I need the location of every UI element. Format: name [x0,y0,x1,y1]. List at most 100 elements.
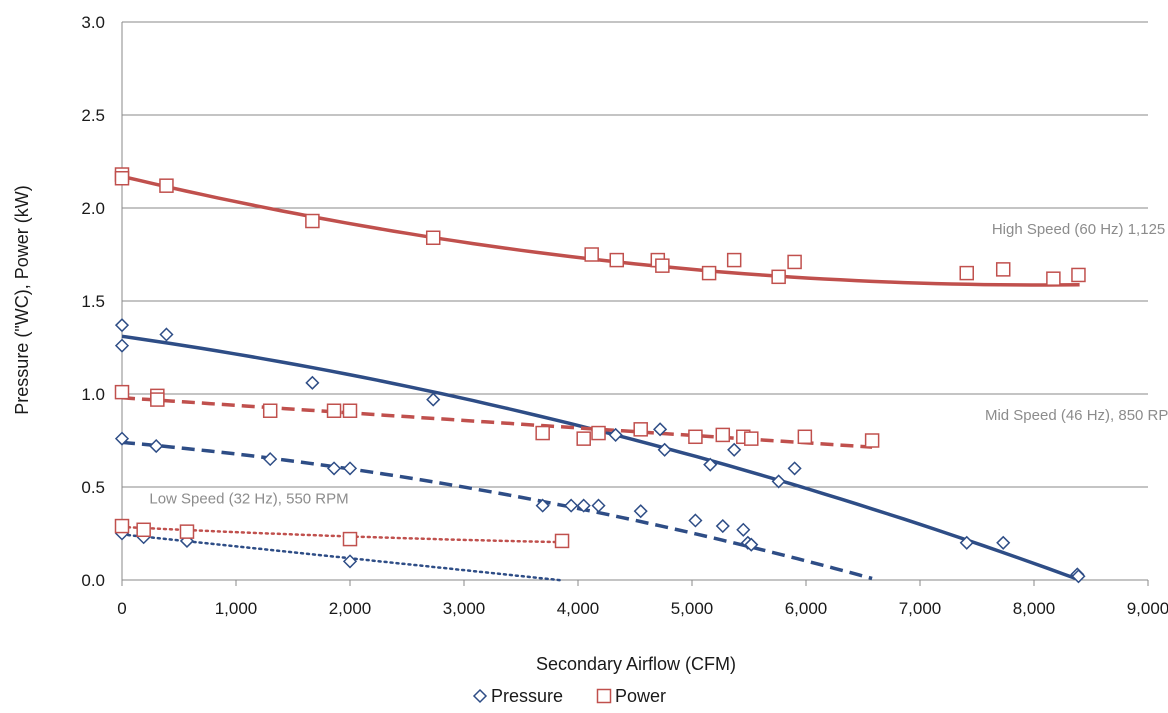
x-tick-label: 1,000 [215,599,258,618]
data-point-high-speed-pressure [608,427,623,442]
y-tick-label: 1.5 [81,292,105,311]
x-tick-label: 4,000 [557,599,600,618]
data-point-high-speed-pressure [703,457,718,472]
y-axis-title: Pressure ("WC), Power (kW) [12,185,32,414]
x-tick-label: 5,000 [671,599,714,618]
x-tick-label: 6,000 [785,599,828,618]
data-point-high-speed-power [787,254,802,270]
legend-marker-pressure [472,688,488,704]
data-point-high-speed-power [584,247,599,262]
data-point-mid-speed-power [150,392,165,407]
data-point-high-speed-power [114,170,130,186]
y-tick-label: 2.0 [81,199,105,218]
data-markers [114,167,1086,584]
data-point-high-speed-power [1071,267,1086,283]
data-point-low-speed-power [114,518,130,534]
data-point-high-speed-pressure [996,535,1011,550]
data-point-mid-speed-power [342,403,358,418]
data-point-high-speed-pressure [653,422,668,437]
data-point-low-speed-power [179,524,195,539]
x-tick-label: 9,000 [1127,599,1168,618]
data-point-low-speed-power [342,531,358,547]
data-point-mid-speed-power [576,431,591,446]
data-point-mid-speed-pressure [149,439,164,454]
y-tick-label: 0.0 [81,571,105,590]
data-point-mid-speed-power [715,427,731,443]
data-point-high-speed-power [701,265,717,281]
data-point-mid-speed-pressure [263,452,278,467]
data-point-high-speed-pressure [771,474,786,489]
annotation-label: High Speed (60 Hz) 1,125 RPM [992,221,1168,238]
data-point-high-speed-power [425,230,441,246]
data-point-mid-speed-power [864,433,880,448]
trendline-mid-speed-pressure [121,440,873,581]
gridlines [122,21,1148,488]
legend-label-pressure: Pressure [491,686,563,706]
y-tick-label: 0.5 [81,478,105,497]
data-point-mid-speed-pressure [342,461,358,476]
trendlines [120,174,1081,582]
x-tick-label: 7,000 [899,599,942,618]
data-point-high-speed-power [159,178,174,193]
data-point-mid-speed-pressure [114,431,130,446]
data-point-high-speed-power [995,262,1011,277]
data-point-mid-speed-pressure [744,537,759,552]
y-tick-label: 1.0 [81,385,105,404]
x-axis-title: Secondary Airflow (CFM) [536,654,736,674]
data-point-mid-speed-power [797,429,813,445]
y-tick-label: 3.0 [81,13,105,32]
trendline-low-speed-pressure [120,533,563,582]
data-point-high-speed-pressure [959,535,974,550]
data-point-mid-speed-power [326,403,342,418]
data-point-mid-speed-pressure [576,498,591,513]
data-point-mid-speed-power [535,425,550,441]
data-point-high-speed-power [959,265,974,281]
data-point-high-speed-pressure [305,375,320,390]
data-point-high-speed-pressure [727,442,742,457]
data-point-mid-speed-pressure [326,461,342,476]
data-point-low-speed-power [554,533,570,549]
legend-label-power: Power [615,686,666,706]
data-point-mid-speed-power [262,403,278,418]
data-point-mid-speed-power [633,422,648,437]
data-point-mid-speed-pressure [688,513,703,528]
legend-marker-power [596,688,612,704]
data-point-high-speed-power [609,252,625,268]
data-point-mid-speed-power [114,384,130,400]
data-point-mid-speed-power [688,429,703,445]
data-point-mid-speed-power [744,431,759,446]
data-point-high-speed-pressure [159,327,174,342]
data-point-low-speed-power [136,522,151,538]
data-point-mid-speed-pressure [564,498,579,513]
data-point-high-speed-power [305,213,320,229]
data-point-mid-speed-pressure [715,518,730,534]
annotations: High Speed (60 Hz) 1,125 RPM Mid Speed (4… [149,221,1168,508]
data-point-high-speed-power [655,258,670,273]
data-point-mid-speed-pressure [633,504,648,519]
trendline-high-speed-power [121,174,1080,287]
data-point-mid-speed-power [591,425,606,441]
x-tick-label: 3,000 [443,599,486,618]
data-point-high-speed-pressure [426,392,441,407]
y-tick-label: 2.5 [81,106,105,125]
annotation-label: Mid Speed (46 Hz), 850 RPM [985,407,1168,424]
data-point-high-speed-pressure [114,338,130,353]
data-point-mid-speed-pressure [736,522,751,537]
trendline-low-speed-power [120,525,564,544]
axes: 0.0 0.5 1.0 1.5 2.0 2.5 3.0 0 1,000 2,000 3,000 4,0… [81,13,1168,618]
annotation-label: Low Speed (32 Hz), 550 RPM [149,491,348,508]
data-point-mid-speed-pressure [591,498,606,513]
x-tick-label: 8,000 [1013,599,1056,618]
legend: Pressure Power [472,686,666,706]
x-tick-label: 2,000 [329,599,372,618]
data-point-high-speed-power [771,269,786,285]
data-point-high-speed-pressure [114,318,130,333]
data-point-high-speed-power [1046,271,1061,286]
data-point-high-speed-power [726,252,742,268]
data-point-low-speed-pressure [342,554,358,569]
x-tick-label: 0 [117,599,126,618]
data-point-high-speed-pressure [787,461,802,476]
data-point-mid-speed-pressure [535,498,550,513]
data-point-high-speed-pressure [657,442,672,457]
